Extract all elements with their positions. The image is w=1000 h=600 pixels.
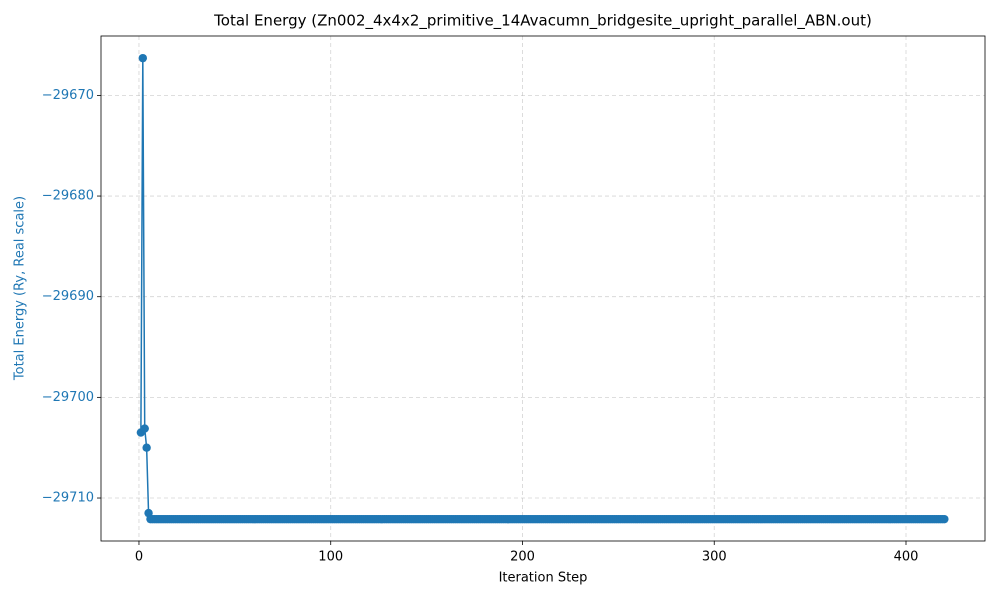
y-tick-label: −29700 [42, 390, 94, 405]
point [142, 443, 151, 452]
y-axis-label: Total Energy (Ry, Real scale) [13, 196, 28, 381]
y-tick-label: −29680 [42, 189, 94, 204]
point [140, 424, 149, 433]
y-tick-label: −29670 [42, 88, 94, 103]
x-tick-label: 300 [702, 550, 727, 565]
x-tick-label: 200 [510, 550, 535, 565]
x-tick-label: 100 [318, 550, 343, 565]
y-tick-label: −29710 [42, 491, 94, 506]
point [940, 514, 949, 524]
axes-frame [100, 35, 986, 542]
point [138, 53, 148, 63]
grid [101, 36, 985, 541]
x-tick-label: 400 [894, 550, 919, 565]
y-tick-label: −29690 [42, 289, 94, 304]
x-tick-label: 0 [135, 550, 143, 565]
chart-title: Total Energy (Zn002_4x4x2_primitive_14Av… [213, 12, 872, 31]
x-axis-label: Iteration Step [499, 571, 588, 586]
plot [136, 53, 949, 524]
